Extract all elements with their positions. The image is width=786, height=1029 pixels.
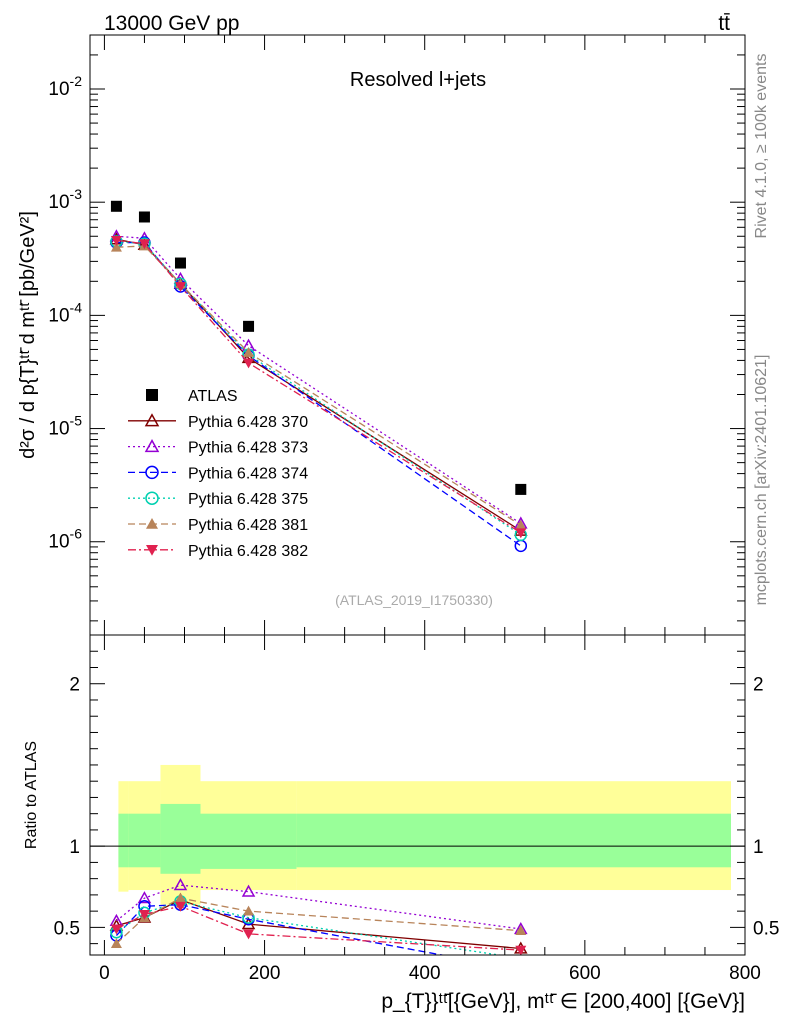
ratio-y-tick-label: 1	[69, 837, 80, 858]
legend: ATLAS Pythia 6.428 370 Pythia 6.428 373 Pyt…	[128, 388, 308, 560]
ratio-series-0	[109, 892, 528, 954]
x-tick-label: 600	[569, 963, 601, 984]
data-point	[174, 282, 186, 292]
legend-marker	[146, 389, 158, 401]
data-point	[515, 483, 527, 495]
legend-marker	[145, 491, 159, 505]
legend-item: Pythia 6.428 381	[128, 517, 308, 534]
uncertainty-band-inner	[160, 803, 201, 874]
x-tick-label: 0	[99, 963, 110, 984]
ratio-point	[110, 924, 122, 935]
ratio-point	[137, 891, 152, 904]
x-tick-label: 400	[409, 963, 441, 984]
ratio-point	[243, 905, 255, 916]
data-point	[138, 239, 150, 250]
ratio-line	[115, 903, 446, 955]
legend-label: Pythia 6.428 381	[188, 517, 308, 534]
ratio-panel: 0.5 0.5 1 1 2 2 0 200 400 600 800 Ratio to ATLAS p_{…	[23, 634, 779, 1013]
mcplots-label: mcplots.cern.ch [arXiv:2401.10621]	[753, 355, 770, 606]
legend-marker	[144, 413, 160, 427]
data-point	[110, 200, 122, 212]
ratio-series-4	[110, 892, 527, 949]
uncertainty-band-inner	[296, 813, 731, 868]
legend-label: ATLAS	[188, 388, 238, 405]
data-point	[138, 211, 150, 223]
main-panel: 10-6 10-5 10-4 10-3 10-2 Resolved l+jets (ATLA…	[17, 34, 746, 636]
ratio-point	[138, 909, 150, 920]
ratio-point	[515, 945, 527, 955]
header-right-label: tt̄	[718, 12, 730, 35]
ratio-series-5	[110, 901, 527, 955]
series-5	[110, 240, 527, 530]
ratio-y-tick-label-right: 2	[753, 675, 764, 696]
y-axis-label: d²σ / d p{T}ᵗᵗ̄ d mᵗᵗ̄ [pb/GeV²]	[17, 211, 39, 459]
ratio-point	[243, 929, 255, 940]
rivet-label: Rivet 4.1.0, ≥ 100k events	[753, 54, 770, 239]
ratio-series	[109, 878, 528, 955]
ratio-y-tick-label-right: 1	[753, 837, 764, 858]
uncertainty-band-inner	[200, 813, 297, 869]
legend-item: ATLAS	[146, 388, 238, 405]
uncertainty-band-inner	[128, 813, 161, 868]
data-point	[110, 235, 122, 246]
legend-label: Pythia 6.428 373	[188, 440, 308, 457]
ratio-point	[110, 938, 122, 949]
header-left-label: 13000 GeV pp	[104, 12, 239, 35]
ratio-y-axis-label: Ratio to ATLAS	[23, 741, 40, 849]
ratio-point	[515, 925, 527, 936]
data-point	[110, 241, 122, 252]
legend-item: Pythia 6.428 370	[128, 413, 308, 431]
legend-marker	[146, 518, 158, 529]
legend-marker	[146, 545, 158, 556]
x-tick-label: 800	[729, 963, 761, 984]
legend-label: Pythia 6.428 375	[188, 491, 308, 508]
legend-item: Pythia 6.428 375	[128, 491, 308, 508]
y-tick-label: 10-5	[48, 413, 82, 440]
data-point	[243, 358, 255, 369]
watermark: (ATLAS_2019_I1750330)	[335, 592, 493, 608]
y-tick-label: 10-3	[48, 186, 82, 213]
legend-item: Pythia 6.428 373	[128, 439, 308, 457]
ratio-point	[174, 892, 186, 903]
ratio-point	[173, 878, 188, 891]
y-tick-label: 10-4	[48, 299, 82, 326]
legend-label: Pythia 6.428 370	[188, 414, 308, 431]
x-axis-label: p_{T}}ᵗᵗ̄[{GeV}], mᵗᵗ̄ ∈ [200,400] [{GeV…	[381, 990, 745, 1013]
ratio-series-2	[110, 898, 446, 955]
legend-label: Pythia 6.428 382	[188, 543, 308, 560]
ratio-y-tick-label-right: 0.5	[753, 918, 779, 939]
legend-marker	[144, 439, 160, 453]
ratio-y-tick-label: 0.5	[54, 918, 80, 939]
chart-title: Resolved l+jets	[350, 69, 486, 91]
ratio-y-tick-label: 2	[69, 675, 80, 696]
data-point	[243, 346, 255, 357]
series-0	[110, 200, 527, 495]
series-3	[110, 236, 528, 553]
data-point	[515, 528, 527, 539]
data-point	[174, 257, 186, 269]
y-tick-label: 10-6	[48, 526, 82, 553]
series-6	[110, 235, 527, 539]
y-tick-label: 10-2	[48, 73, 82, 100]
x-tick-label: 200	[249, 963, 281, 984]
series-line	[116, 235, 522, 525]
data-point	[515, 519, 527, 530]
ratio-point	[174, 901, 186, 912]
legend-label: Pythia 6.428 374	[188, 465, 308, 482]
data-point	[243, 320, 255, 332]
series-1	[109, 232, 528, 536]
legend-item: Pythia 6.428 382	[128, 543, 308, 560]
ratio-point	[241, 884, 256, 897]
data-point	[514, 539, 528, 553]
uncertainty-band-inner	[118, 813, 129, 868]
legend-marker	[145, 465, 159, 480]
ratio-frame	[89, 634, 746, 956]
legend-item: Pythia 6.428 374	[128, 465, 308, 482]
